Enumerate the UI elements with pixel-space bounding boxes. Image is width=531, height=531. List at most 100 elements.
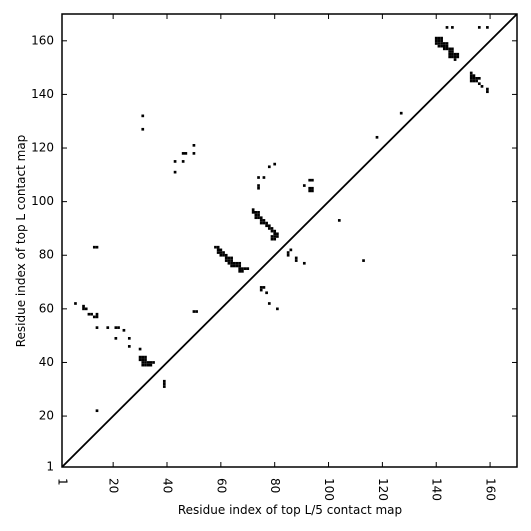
contact-point [486,26,489,29]
contact-point [448,50,452,53]
contact-point [222,253,225,257]
contact-point [267,227,271,230]
contact-point [144,355,147,359]
contact-point [95,312,99,316]
contact-point [192,310,196,313]
contact-point [122,328,126,332]
contact-point [286,253,290,257]
contact-point [399,111,403,115]
contact-point [472,74,476,77]
contact-point [445,26,449,29]
contact-point [173,170,177,174]
contact-point [219,253,223,257]
y-tick-label: 140 [31,87,54,101]
y-tick-label: 1 [46,460,54,474]
contact-point [230,264,233,268]
contact-point [442,44,446,48]
y-tick-label: 100 [31,194,54,208]
contact-point [141,355,145,359]
y-tick-label: 60 [39,301,54,315]
contact-point [259,288,263,292]
contact-point [265,224,268,228]
contact-point [241,269,244,273]
contact-point [138,358,142,362]
contact-point [141,114,145,118]
contact-point [141,361,145,364]
contact-point [259,219,263,222]
contact-point [173,160,177,163]
contact-point [243,267,247,270]
contact-point [437,42,441,45]
contact-point [469,79,473,83]
contact-point [311,189,314,193]
contact-point [273,229,277,233]
contact-point [276,235,279,238]
contact-point [434,39,438,43]
contact-point [127,345,131,348]
contact-point [84,307,88,311]
contact-point [475,79,478,83]
contact-point [475,76,478,80]
contact-point [456,55,460,59]
contact-point [262,286,266,289]
contact-point [227,259,231,262]
contact-point [445,42,449,45]
contact-point [144,361,147,364]
contact-point [246,267,250,270]
contact-point [222,251,225,254]
contact-point [216,251,220,254]
diagonal-line [61,13,518,468]
y-axis-label: Residue index of top L contact map [14,135,28,348]
contact-point [232,261,236,265]
contact-point [273,235,277,238]
contact-point [375,135,379,139]
contact-point [152,361,155,364]
contact-point [235,261,239,265]
contact-point [95,245,99,249]
contact-point [162,382,166,386]
contact-point [251,211,255,214]
contact-point [437,36,441,40]
contact-point [257,176,260,179]
contact-point [257,186,260,190]
contact-point [267,224,271,228]
contact-point [440,44,443,48]
contact-point [267,165,271,169]
contact-point [451,47,454,51]
contact-point [238,264,242,268]
y-tick-label: 80 [39,248,54,262]
contact-point [106,326,110,329]
contact-point [230,259,233,262]
contact-point [472,79,476,83]
x-tick-label: 40 [161,478,175,493]
contact-point [232,264,236,268]
contact-point [445,44,449,48]
contact-point [270,237,274,241]
contact-point [437,44,441,48]
contact-point [149,361,153,364]
contact-point [127,337,131,340]
x-tick-label: 160 [484,478,498,501]
contact-point [311,178,314,182]
contact-point [251,208,255,212]
contact-point [308,186,312,190]
contact-point [267,302,271,305]
contact-point [144,363,147,367]
contact-point [162,385,166,388]
contact-point [227,256,231,260]
contact-point [451,52,454,56]
contact-point [472,76,476,80]
contact-point [477,26,481,29]
contact-point [254,216,258,220]
contact-point [254,211,258,214]
contact-point [241,267,244,270]
contact-point [138,355,142,359]
contact-point [289,248,293,252]
contact-point [238,261,242,265]
contact-point [477,82,481,86]
contact-point [257,211,260,214]
contact-point [230,261,233,265]
contact-point [262,221,266,225]
